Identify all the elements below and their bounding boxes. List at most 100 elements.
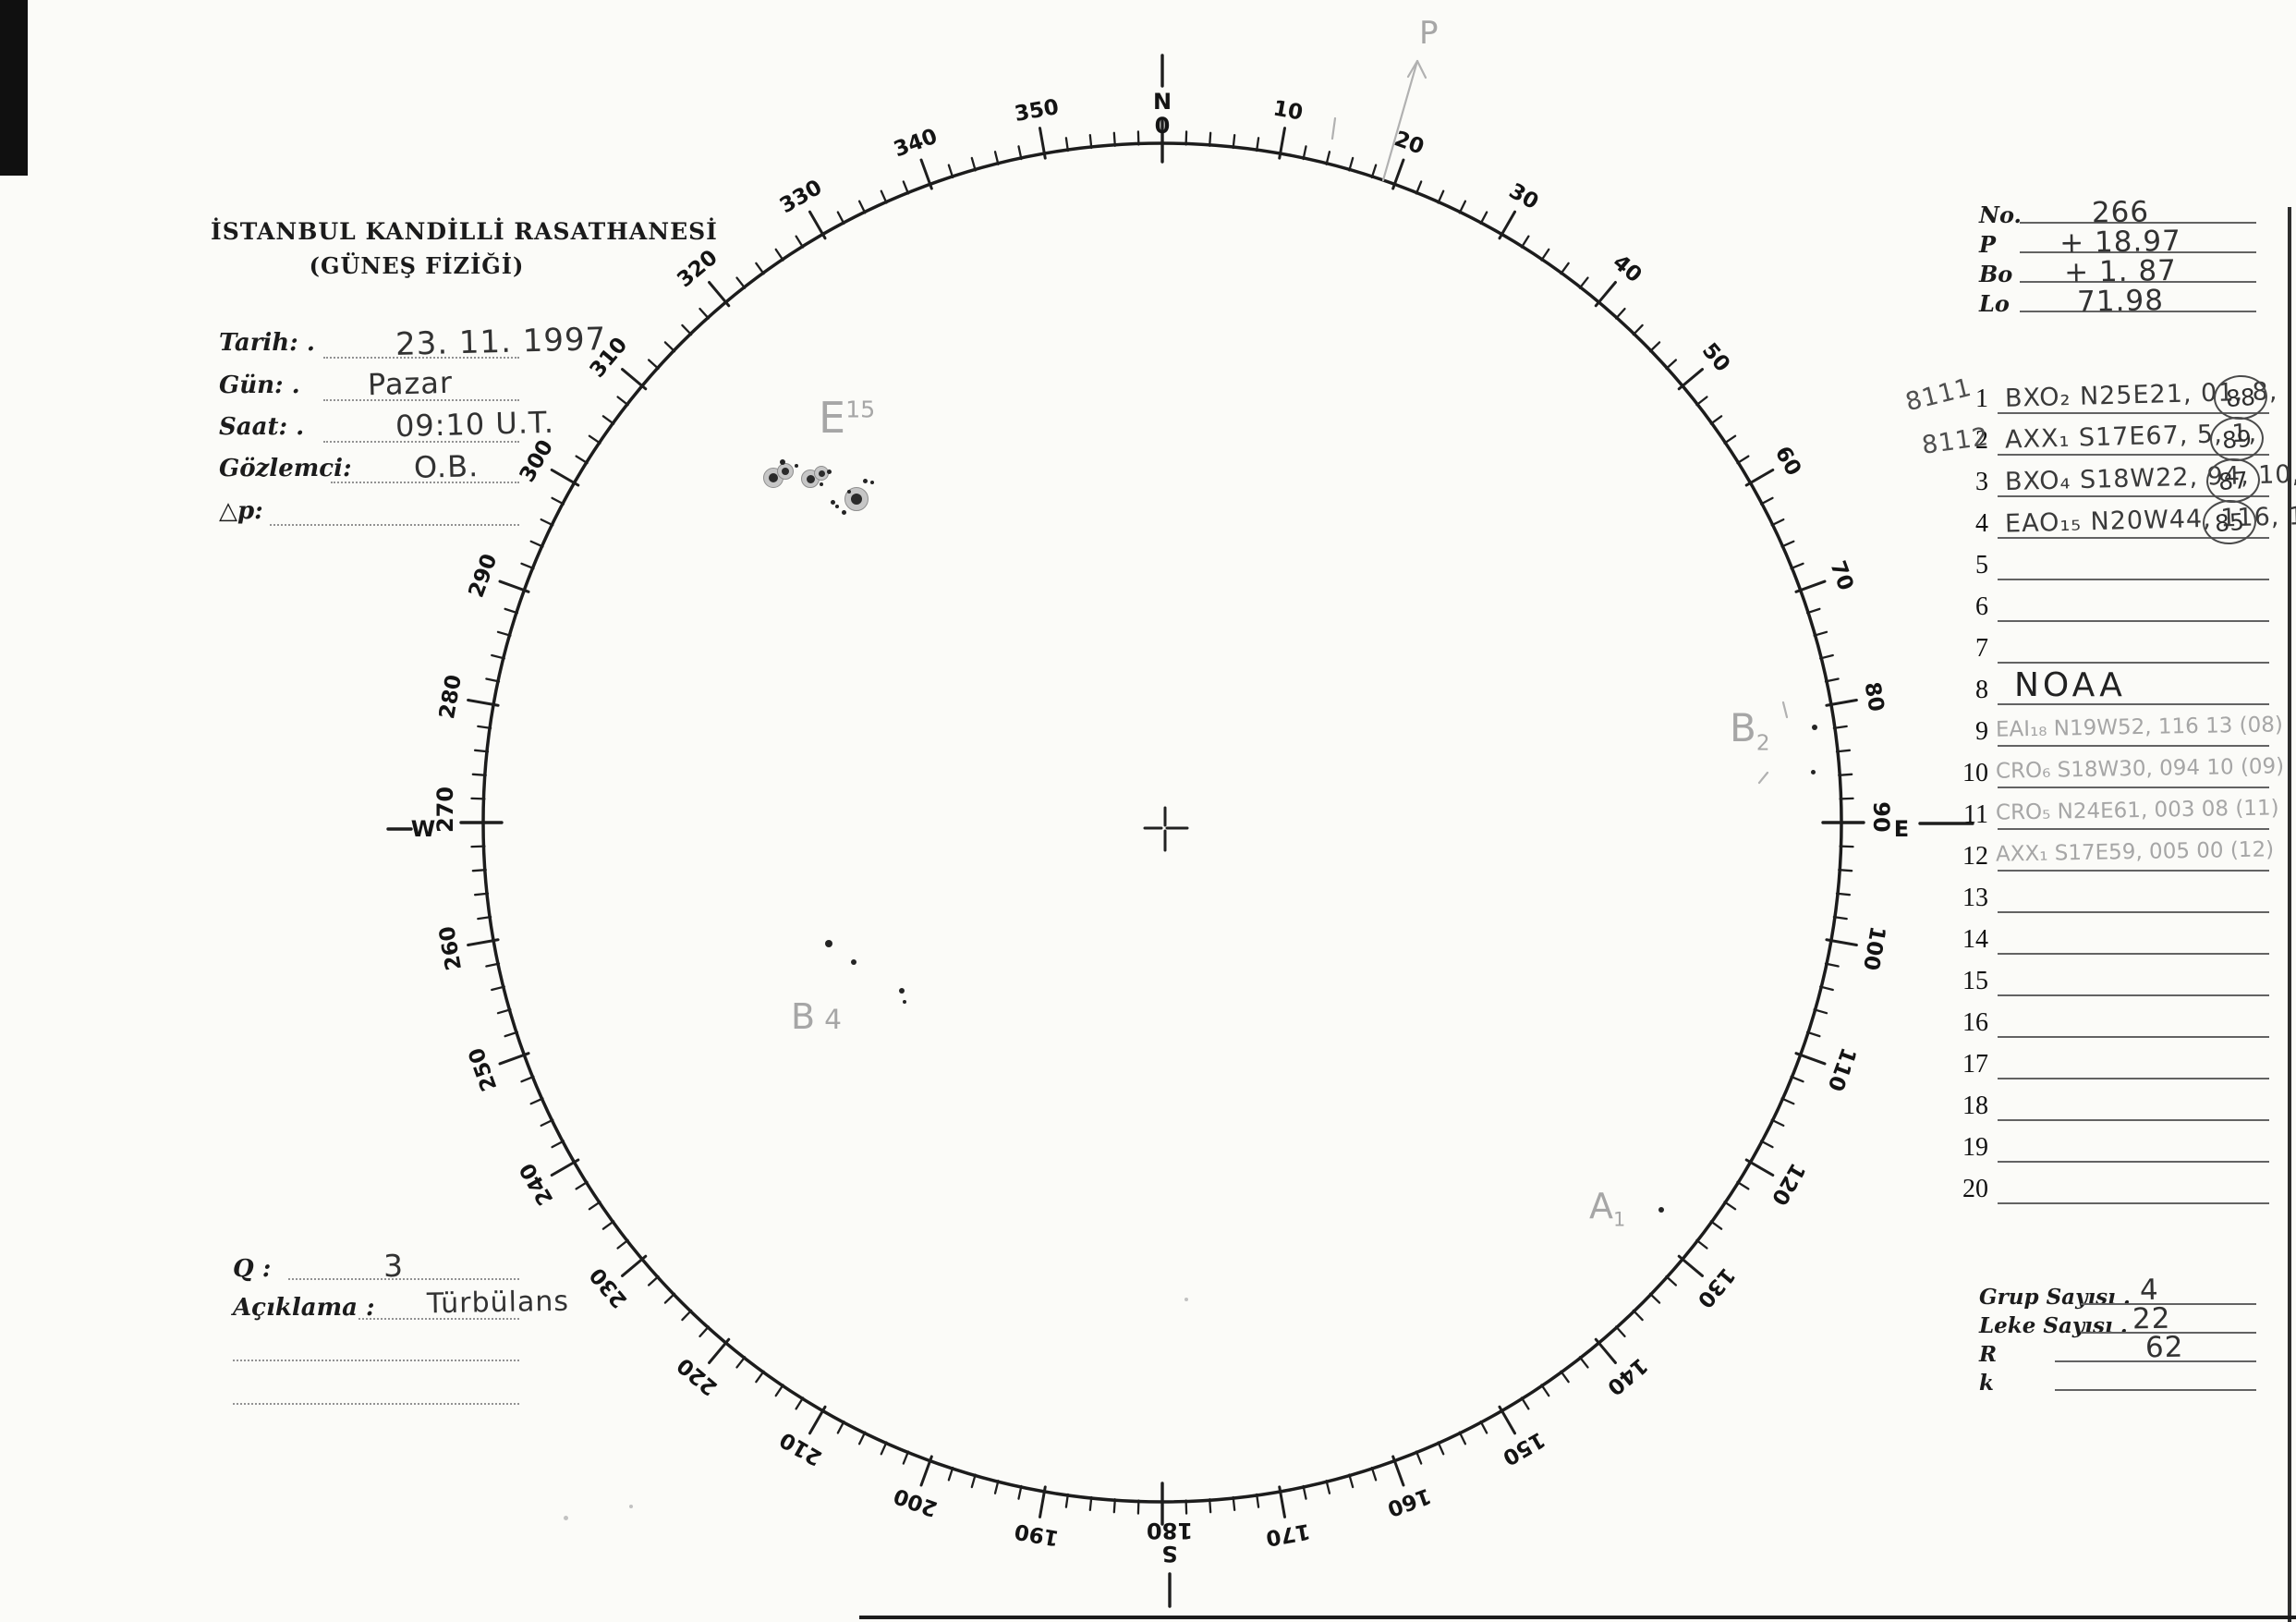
table-row-entry-12: AXX₁ S17E59, 005 00 (12) [1995,837,2275,867]
degree-tick-minor [1479,1420,1488,1434]
table-row-line-18 [1998,1119,2269,1121]
sunspot-dot [826,469,832,474]
field-line-4 [270,524,519,526]
degree-tick-major [1278,1485,1286,1518]
sunspot-dot [830,499,835,505]
degree-tick-minor [496,630,512,637]
degree-tick-minor [1415,1450,1423,1465]
table-row-number-9: 9 [1975,717,1988,746]
scan-corner-bar [0,0,28,176]
degree-tick-minor [1479,211,1488,226]
table-row-line-16 [1998,1036,2269,1038]
degree-tick-minor [880,1441,888,1456]
table-row-line-8 [1998,703,2269,705]
field-line-1 [323,399,519,401]
field-line-3 [331,482,519,483]
ephemeris-line-0 [2020,222,2256,224]
summary-label-2: R [1979,1342,1998,1367]
note-value-0: 3 [383,1247,405,1285]
degree-tick-minor [1780,1097,1795,1105]
degree-tick-minor [551,496,565,506]
degree-tick-minor [795,1396,805,1410]
cardinal-label-N: N [1152,89,1172,115]
table-row-line-12 [1998,870,2269,872]
sunspot-dot [795,464,798,468]
degree-tick-minor [1790,1075,1804,1083]
degree-tick-minor [1112,131,1116,147]
degree-tick-major [1744,469,1775,487]
group-label-b2-main: B [1730,705,1756,750]
cardinal-label-W: W [410,816,436,842]
pencil-stroke [1415,59,1427,79]
degree-tick-minor [471,773,487,776]
degree-tick-minor [1325,151,1331,165]
degree-tick-minor [551,1140,565,1149]
degree-tick-minor [520,1075,535,1083]
degree-tick-major [498,1052,530,1066]
ephemeris-line-1 [2020,251,2256,253]
degree-tick-minor [529,540,544,548]
ephemeris-line-2 [2020,281,2256,283]
table-row-number-11: 11 [1963,800,1988,829]
degree-tick-major [1677,368,1704,391]
group-label-a1: A1 [1589,1186,1625,1231]
group-label-a1-main: A [1589,1186,1613,1226]
degree-tick-minor [1736,455,1750,465]
degree-tick-minor [902,1450,910,1465]
ephemeris-label-1: P [1979,231,1997,258]
group-label-e15-aux: 15 [845,396,876,423]
cardinal-label-E: E [1893,816,1910,842]
note-label-1: Açıklama : [233,1294,375,1322]
degree-tick-minor [681,323,693,336]
cardinal-label-90: 90 [1868,801,1894,833]
degree-tick-minor [1458,200,1467,214]
degree-tick-major [1825,938,1858,946]
sunspot-dot [825,940,832,947]
degree-tick-major [467,699,500,707]
degree-tick-minor [1112,1498,1116,1514]
summary-label-0: Grup Sayısı . [1979,1285,2131,1310]
table-row-number-1: 1 [1975,384,1988,413]
table-row-line-14 [1998,953,2269,955]
degree-tick-minor [1540,248,1550,262]
degree-tick-major [621,368,648,391]
degree-tick-minor [1805,607,1821,615]
degree-tick-minor [473,749,490,753]
degree-tick-minor [993,151,1000,165]
p-marker-label-main: P [1419,15,1439,52]
degree-tick-minor [1578,276,1589,289]
table-row-number-3: 3 [1975,468,1988,496]
table-row-number-16: 16 [1962,1008,1988,1037]
group-label-e15-main: E [819,393,846,443]
cardinal-label-270: 270 [432,786,458,834]
summary-value-2: 62 [2144,1330,2184,1365]
cardinal-label-180: 180 [1146,1518,1194,1543]
field-label-2: Saat: . [219,413,305,441]
table-row-number-6: 6 [1975,592,1988,621]
table-row-number-15: 15 [1962,967,1988,995]
degree-tick-minor [1520,1396,1530,1410]
degree-tick-minor [1560,1370,1570,1384]
degree-tick-minor [1232,133,1236,150]
degree-tick-major [808,210,827,240]
sunspot-dot [899,988,905,994]
degree-tick-major [1391,1455,1405,1487]
table-row-line-10 [1998,787,2269,788]
degree-tick-minor [1819,653,1834,660]
ephemeris-label-2: Bo [1979,261,2013,287]
degree-tick-minor [1520,235,1530,249]
degree-tick-minor [1838,869,1853,872]
degree-tick-minor [1819,985,1834,992]
table-row-line-3 [1998,495,2269,497]
ephemeris-label-3: Lo [1979,290,2010,317]
field-label-4: △p: [219,497,263,525]
degree-tick-minor [663,1292,676,1304]
ephemeris-line-3 [2020,311,2256,312]
degree-tick-major [498,579,530,593]
degree-tick-minor [1759,496,1774,506]
degree-tick-minor [1325,1480,1331,1494]
degree-tick-minor [504,1031,519,1038]
sunspot-dot [1658,1207,1664,1213]
degree-tick-minor [520,562,535,570]
